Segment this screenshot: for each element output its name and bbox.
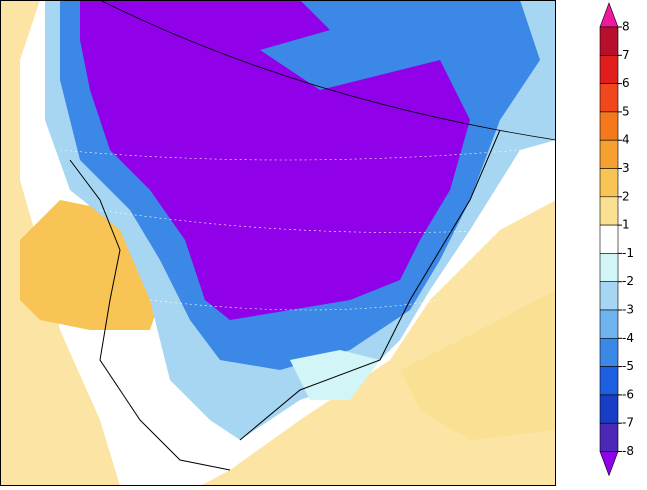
colorbar-swatch	[599, 309, 619, 339]
colorbar-label: 2	[622, 189, 630, 203]
colorbar-swatch	[599, 281, 619, 311]
colorbar-swatch	[599, 253, 619, 282]
colorbar-swatch	[599, 196, 619, 226]
colorbar-swatch	[599, 26, 619, 56]
colorbar-label: 8	[622, 20, 630, 34]
colorbar-label: 1	[622, 218, 630, 232]
colorbar-label: -7	[622, 416, 634, 430]
colorbar-label: 7	[622, 48, 630, 62]
warm-zone	[400, 290, 556, 440]
colorbar-swatch	[599, 224, 619, 254]
colorbar-swatch	[599, 422, 619, 452]
colorbar-label: 3	[622, 161, 630, 175]
graticule	[59, 149, 521, 311]
contour-line	[99, 0, 557, 141]
colorbar-swatch	[599, 83, 619, 113]
colorbar-swatch	[599, 139, 619, 169]
colorbar-label: -5	[622, 359, 634, 373]
colorbar-swatch	[599, 111, 619, 141]
colorbar-swatch	[599, 168, 619, 198]
colorbar-arrow	[599, 451, 619, 477]
colorbar-label: 4	[622, 133, 630, 147]
colorbar-swatch	[599, 337, 619, 367]
colorbar-label: -2	[622, 274, 634, 288]
colorbar-label: -4	[622, 331, 634, 345]
colorbar: 8 7 6 5 4 3 2 1 -1 -2 -3 -4 -5 -6 -7 -8	[599, 2, 634, 477]
colorbar-label: 5	[622, 104, 630, 118]
colorbar-swatch	[599, 54, 619, 84]
cool-zone	[290, 350, 380, 400]
colorbar-swatch	[599, 366, 619, 396]
colorbar-label: 6	[622, 76, 630, 90]
coastline	[69, 129, 501, 471]
colorbar-label: -6	[622, 387, 634, 401]
colorbar-swatch	[599, 394, 619, 424]
map	[0, 0, 557, 486]
colorbar-label: -3	[622, 303, 634, 317]
colorbar-arrow	[599, 2, 619, 28]
colorbar-label: -8	[622, 444, 634, 458]
colorbar-label: -1	[622, 246, 634, 260]
